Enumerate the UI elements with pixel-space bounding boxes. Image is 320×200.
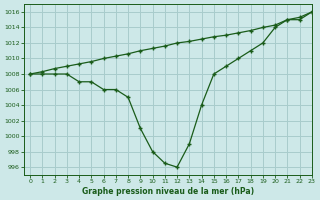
X-axis label: Graphe pression niveau de la mer (hPa): Graphe pression niveau de la mer (hPa) — [82, 187, 254, 196]
